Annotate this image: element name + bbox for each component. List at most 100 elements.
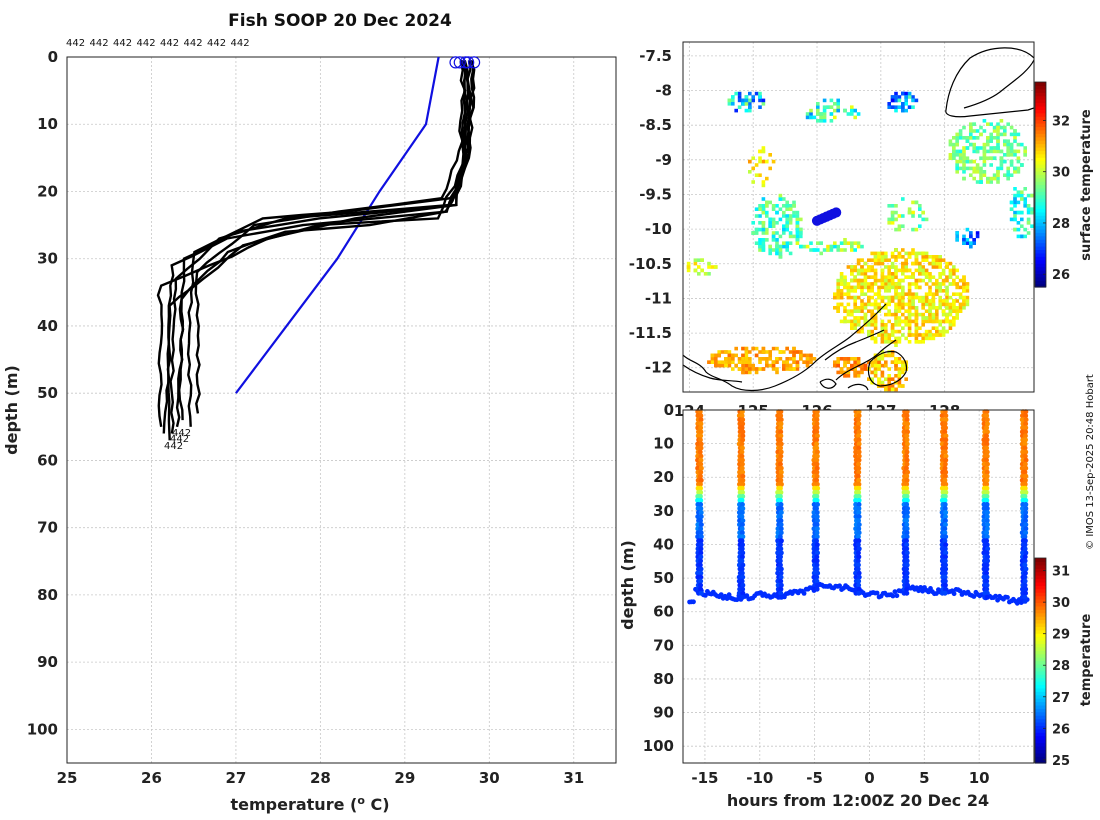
sst-pixel [996,149,1000,154]
sst-pixel [890,360,895,364]
sst-pixel [996,136,1000,140]
sst-pixel [914,227,919,232]
sst-pixel [819,119,823,123]
section-dot [1022,538,1028,544]
sst-pixel [952,299,956,303]
sst-pixel [1016,132,1021,137]
section-dot [904,441,910,447]
sst-pixel [860,370,864,375]
sst-pixel [788,241,793,245]
sst-pixel [952,306,956,310]
sst-pixel [948,142,953,147]
sst-pixel [812,357,817,361]
sst-pixel [975,129,980,133]
sst-pixel [897,329,902,334]
section-dot [904,433,910,439]
section-dot [739,445,745,451]
sst-pixel [880,278,885,283]
sst-pixel [870,289,874,293]
sst-pixel [935,316,939,320]
sst-pixel [856,374,861,378]
sst-pixel [775,210,779,215]
sst-pixel [999,119,1004,123]
sst-pixel [989,156,993,160]
sst-pixel [843,282,847,286]
sst-pixel [911,295,915,300]
sst-pixel [911,333,915,337]
colorbar-band [1035,112,1046,117]
section-dot [943,510,949,515]
sst-pixel [887,265,891,269]
map-y-tick-label: -9.5 [639,185,672,203]
sst-pixel [880,363,885,368]
sst-pixel [877,302,881,307]
sst-pixel [880,295,885,300]
sst-pixel [731,102,735,106]
sst-pixel [856,268,861,273]
sst-pixel [921,316,925,320]
sst-pixel [1013,153,1017,157]
sst-pixel [901,108,905,113]
sst-pixel [890,333,895,337]
y-tick-label: 80 [37,586,58,604]
sst-pixel [921,323,925,327]
section-dot [905,506,910,511]
sst-pixel [907,251,912,256]
colorbar-band [1035,249,1046,254]
sst-pixel [724,363,728,368]
sst-pixel [1026,217,1031,222]
section-y-tick-label: 70 [653,636,674,654]
section-y-tick-label: 50 [653,569,674,587]
section-dot [814,445,820,451]
track-point [831,207,842,218]
sst-pixel [754,173,759,177]
sst-pixel [904,98,908,103]
sst-pixel [843,319,847,324]
sst-pixel [778,350,783,354]
colorbar-band [1035,280,1046,285]
sst-pixel [751,98,755,103]
sst-pixel [792,210,796,215]
sst-pixel [843,374,847,378]
section-dot [778,489,784,495]
coastline-path [847,383,869,391]
sst-pixel [894,210,898,215]
section-dot [942,429,948,435]
sst-pixel [935,326,939,330]
sst-pixel [843,309,847,313]
sst-pixel [931,265,936,269]
section-dot [740,437,746,443]
sst-pixel [914,255,919,259]
sst-pixel [761,227,766,232]
sst-pixel [744,346,749,351]
sst-pixel [707,261,711,266]
sst-pixel [884,323,888,327]
section-dot [1023,497,1029,503]
sst-pixel [1013,193,1017,198]
coastline-path [824,329,885,361]
sst-pixel [962,299,966,303]
sst-pixel [782,367,786,371]
sst-pixel [805,363,810,368]
sst-pixel [884,363,888,368]
sst-pixel [907,295,912,300]
sst-pixel [890,214,895,218]
sst-pixel [911,282,915,286]
sst-pixel [894,374,898,378]
sst-pixel [1003,153,1007,157]
sst-pixel [860,289,864,293]
sst-pixel [717,363,721,368]
sst-pixel [737,98,742,103]
sst-pixel [958,132,963,137]
sst-pixel [894,302,898,307]
section-dot [815,570,821,576]
sst-pixel [952,156,956,160]
sst-pixel [765,360,769,364]
sst-pixel [992,176,997,181]
section-dot [856,538,862,544]
colorbar-band [1035,273,1046,278]
sst-pixel [843,278,847,283]
sst-pixel [992,146,997,150]
section-dot [778,586,784,592]
sst-pixel [965,302,970,307]
